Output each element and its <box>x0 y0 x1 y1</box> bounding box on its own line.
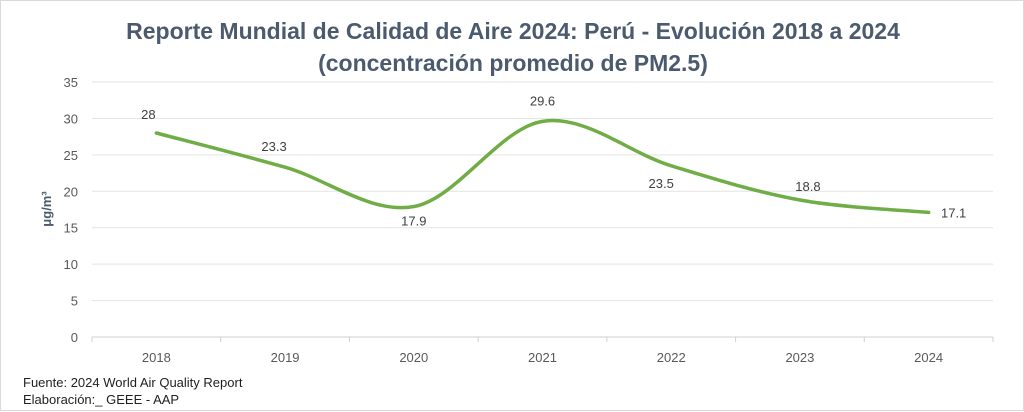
chart-title-line-2: (concentración promedio de PM2.5) <box>318 50 708 76</box>
y-tick-label: 30 <box>64 111 78 126</box>
y-tick-label: 0 <box>71 330 78 345</box>
data-point <box>283 165 287 169</box>
y-tick-label: 15 <box>64 221 78 236</box>
data-label: 23.3 <box>261 139 286 154</box>
x-tick-label: 2020 <box>399 350 428 365</box>
credits-note: Elaboración:_ GEEE - AAP <box>23 392 180 407</box>
x-tick-label: 2023 <box>785 350 814 365</box>
chart-title: Reporte Mundial de Calidad de Aire 2024:… <box>1 15 1024 79</box>
data-label: 17.1 <box>941 205 966 220</box>
data-label: 17.9 <box>401 214 426 229</box>
data-point <box>927 210 931 214</box>
data-label: 28 <box>141 107 155 122</box>
x-tick-label: 2021 <box>528 350 557 365</box>
x-tick-label: 2022 <box>657 350 686 365</box>
y-axis-label: μg/m³ <box>39 191 54 227</box>
x-tick-label: 2019 <box>271 350 300 365</box>
y-tick-label: 35 <box>64 75 78 90</box>
series-line <box>154 118 931 215</box>
y-tick-label: 5 <box>71 294 78 309</box>
data-point <box>669 164 673 168</box>
y-tick-label: 25 <box>64 148 78 163</box>
chart-title-line-1: Reporte Mundial de Calidad de Aire 2024:… <box>126 18 900 44</box>
source-note: Fuente: 2024 World Air Quality Report <box>23 375 243 390</box>
y-tick-label: 20 <box>64 184 78 199</box>
data-point <box>154 131 158 135</box>
data-point <box>541 119 544 123</box>
data-point <box>412 205 416 209</box>
data-label: 18.8 <box>795 179 820 194</box>
data-point <box>798 198 802 202</box>
data-label: 23.5 <box>649 176 674 191</box>
x-tick-label: 2018 <box>142 350 171 365</box>
data-label: 29.6 <box>530 93 555 108</box>
y-tick-label: 10 <box>64 257 78 272</box>
x-tick-label: 2024 <box>914 350 943 365</box>
